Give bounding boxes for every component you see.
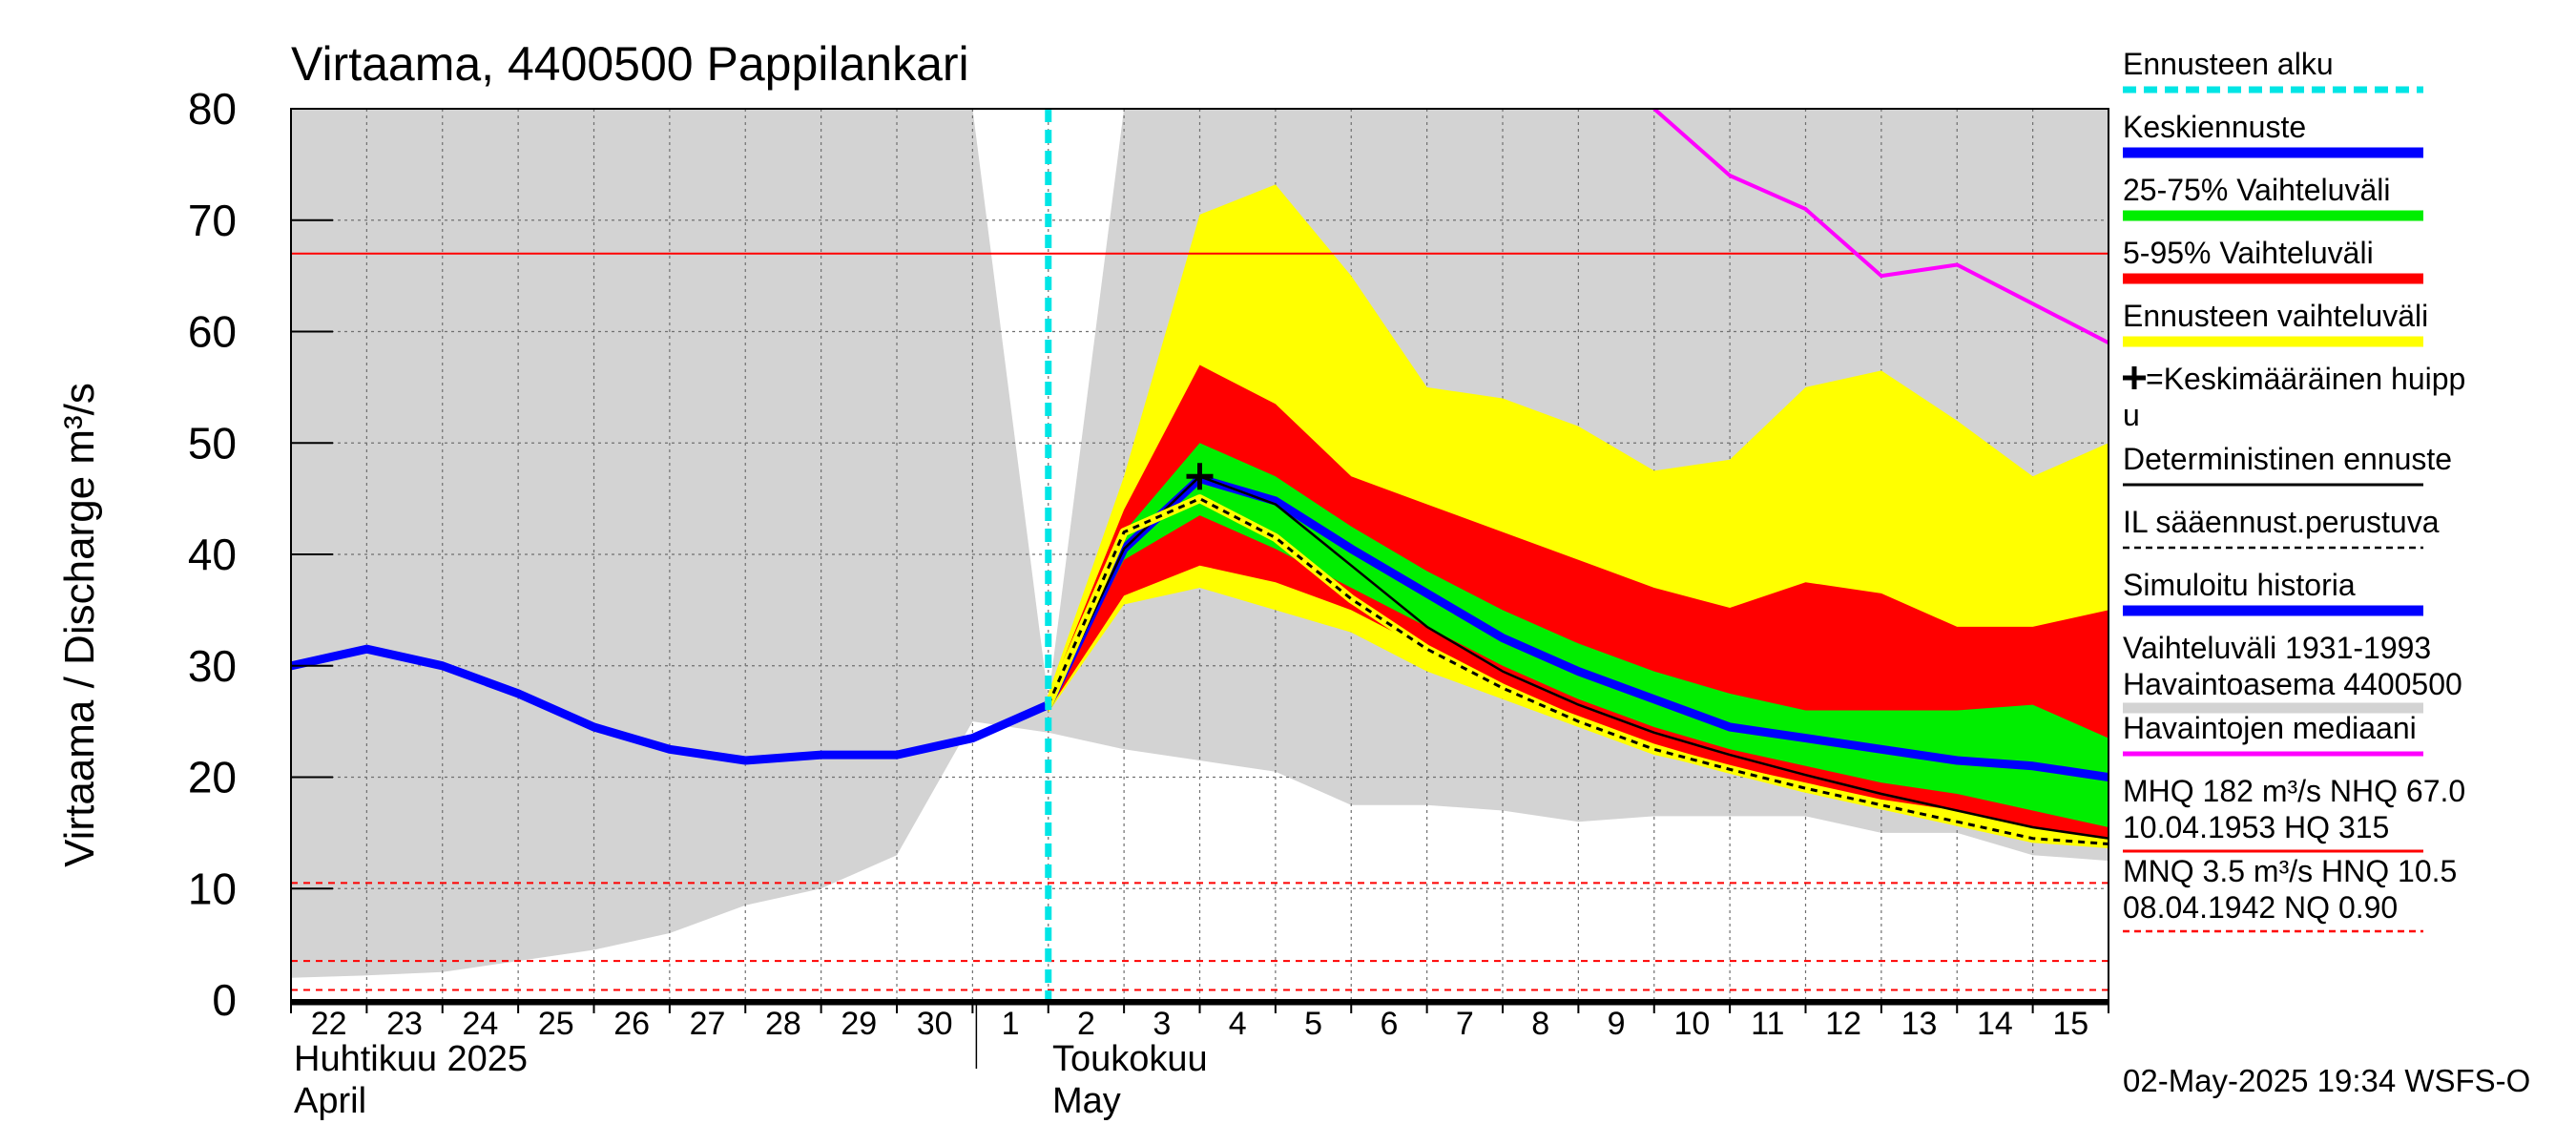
legend-label-simuloitu-historia: Simuloitu historia xyxy=(2123,568,2356,602)
legend-label-vaihteluv-li-1931-1993: Vaihteluväli 1931-1993 xyxy=(2123,631,2431,665)
x-tick-label: 28 xyxy=(765,1006,801,1042)
y-tick-label: 70 xyxy=(188,196,237,245)
x-tick-label: 15 xyxy=(2052,1006,2088,1042)
month-label-fi: Huhtikuu 2025 xyxy=(294,1039,528,1079)
x-tick-label: 27 xyxy=(690,1006,726,1042)
timestamp: 02-May-2025 19:34 WSFS-O xyxy=(2123,1063,2530,1098)
legend-label-5-95-vaihteluv-li: 5-95% Vaihteluväli xyxy=(2123,236,2374,270)
y-tick-label: 80 xyxy=(188,84,237,134)
x-tick-label: 24 xyxy=(463,1006,499,1042)
x-tick-label: 13 xyxy=(1901,1006,1938,1042)
x-tick-label: 7 xyxy=(1456,1006,1474,1042)
x-tick-label: 12 xyxy=(1825,1006,1861,1042)
month-label-en: May xyxy=(1052,1081,1121,1121)
legend-label-ennusteen-vaihteluv-li: Ennusteen vaihteluväli xyxy=(2123,299,2428,333)
legend-label-25-75-vaihteluv-li: 25-75% Vaihteluväli xyxy=(2123,173,2390,207)
series-line-il-s-ennust-perustuva xyxy=(1047,497,2109,845)
legend-label-havaintojen-mediaani: Havaintojen mediaani xyxy=(2123,711,2417,745)
x-axis-labels: 22 23 24 25 26 27 28 29 30 1 2 3 4 5 6 7 8 9 10 11 12 13 14 15H… xyxy=(294,1000,2088,1121)
month-label-fi: Toukokuu xyxy=(1052,1039,1208,1079)
x-tick-label: 5 xyxy=(1304,1006,1322,1042)
peak-marker xyxy=(1186,463,1214,490)
legend-label-mnq-3-5-m-s-hnq-10-5: MNQ 3.5 m³/s HNQ 10.5 xyxy=(2123,854,2457,888)
month-label-en: April xyxy=(294,1081,366,1121)
legend-label-mhq-182-m-s-nhq-67-0: MHQ 182 m³/s NHQ 67.0 xyxy=(2123,774,2465,808)
x-tick-label: 22 xyxy=(311,1006,347,1042)
axes: 0 10 20 30 40 50 60 70 80 xyxy=(188,84,2109,1025)
x-tick-label: 23 xyxy=(386,1006,423,1042)
x-tick-label: 25 xyxy=(538,1006,574,1042)
y-tick-label: 0 xyxy=(212,975,237,1025)
x-tick-label: 2 xyxy=(1077,1006,1095,1042)
y-tick-label: 60 xyxy=(188,307,237,357)
legend-label-keskim-r-inen-huipp-cont: u xyxy=(2123,398,2140,432)
legend-label-mnq-3-5-m-s-hnq-10-5-cont: 08.04.1942 NQ 0.90 xyxy=(2123,890,2398,925)
y-tick-label: 10 xyxy=(188,864,237,913)
x-tick-label: 8 xyxy=(1531,1006,1549,1042)
p25-75-band xyxy=(1048,443,2109,827)
x-tick-label: 26 xyxy=(613,1006,650,1042)
legend: Ennusteen alku Keskiennuste 25-75% Vaihtel… xyxy=(2123,47,2465,933)
legend-label-ennusteen-alku: Ennusteen alku xyxy=(2123,47,2334,81)
y-tick-label: 50 xyxy=(188,418,237,468)
x-tick-label: 29 xyxy=(841,1006,877,1042)
legend-label-keskiennuste: Keskiennuste xyxy=(2123,110,2306,144)
chart-title: Virtaama, 4400500 Pappilankari xyxy=(291,37,969,91)
x-tick-label: 10 xyxy=(1674,1006,1711,1042)
plot-area xyxy=(291,109,2109,1000)
y-axis-label: Virtaama / Discharge m³/s xyxy=(56,383,103,867)
legend-label-il-s-ennust-perustuva: IL sääennust.perustuva xyxy=(2123,505,2440,539)
x-tick-label: 3 xyxy=(1153,1006,1171,1042)
x-tick-label: 4 xyxy=(1229,1006,1247,1042)
y-tick-label: 30 xyxy=(188,641,237,691)
legend-label-keskim-r-inen-huipp: =Keskimääräinen huipp xyxy=(2146,362,2465,396)
legend-peak-symbol xyxy=(2123,366,2146,389)
x-tick-label: 11 xyxy=(1751,1006,1784,1042)
series-line-deterministinen-ennuste xyxy=(1047,475,2109,840)
x-tick-label: 14 xyxy=(1977,1006,2013,1042)
legend-label-vaihteluv-li-1931-1993-cont: Havaintoasema 4400500 xyxy=(2123,667,2462,701)
y-tick-label: 20 xyxy=(188,753,237,802)
x-tick-label: 30 xyxy=(917,1006,953,1042)
legend-label-deterministinen-ennuste: Deterministinen ennuste xyxy=(2123,442,2452,476)
series-line-simuloitu-historia xyxy=(291,644,1050,765)
x-tick-label: 1 xyxy=(1002,1006,1020,1042)
series-line-havaintojen-mediaani xyxy=(1652,109,2109,344)
x-tick-label: 6 xyxy=(1380,1006,1398,1042)
legend-label-mhq-182-m-s-nhq-67-0-cont: 10.04.1953 HQ 315 xyxy=(2123,810,2389,844)
x-tick-label: 9 xyxy=(1608,1006,1626,1042)
y-tick-label: 40 xyxy=(188,530,237,579)
